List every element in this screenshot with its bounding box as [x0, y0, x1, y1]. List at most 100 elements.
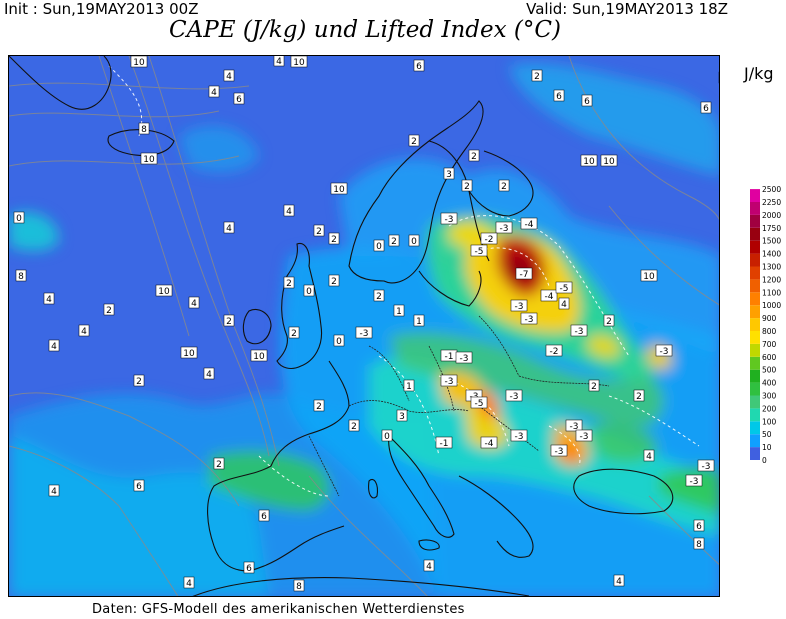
svg-text:2: 2 — [331, 277, 337, 287]
svg-text:-3: -3 — [580, 432, 589, 442]
svg-text:10: 10 — [133, 58, 145, 68]
legend-color-box — [750, 214, 760, 228]
lifted-index-label: -3 — [510, 429, 528, 442]
lifted-index-label: -1 — [440, 349, 458, 362]
lifted-index-label: 2 — [213, 457, 225, 470]
svg-text:10: 10 — [643, 272, 655, 282]
legend-level-label: 50 — [762, 430, 772, 439]
lifted-index-label: 4 — [48, 339, 60, 352]
lifted-index-label: 2 — [288, 326, 300, 339]
lifted-index-label: 2 — [498, 179, 510, 192]
lifted-index-label: -3 — [495, 221, 513, 234]
lifted-index-label: 4 — [643, 449, 655, 462]
legend-level-label: 600 — [762, 353, 777, 362]
lifted-index-label: 8 — [293, 579, 305, 592]
svg-text:-4: -4 — [485, 439, 494, 449]
legend-color-box — [750, 382, 760, 396]
svg-text:-3: -3 — [360, 329, 369, 339]
svg-text:0: 0 — [306, 287, 312, 297]
svg-text:-1: -1 — [440, 439, 449, 449]
lifted-index-labels: 1010101010101010101064862266644223224422… — [13, 56, 719, 592]
lifted-index-label: -3 — [570, 324, 588, 337]
svg-text:-3: -3 — [555, 447, 564, 457]
legend-color-box — [750, 227, 760, 241]
svg-text:10: 10 — [143, 155, 155, 165]
lifted-index-label: 10 — [140, 152, 158, 165]
lifted-index-label: -7 — [515, 267, 533, 280]
svg-text:4: 4 — [51, 342, 57, 352]
svg-text:10: 10 — [293, 58, 305, 68]
svg-text:4: 4 — [46, 295, 52, 305]
lifted-index-label: 6 — [700, 101, 712, 114]
svg-text:2: 2 — [286, 279, 292, 289]
lifted-index-label: 2 — [588, 379, 600, 392]
legend-color-box — [750, 421, 760, 435]
lifted-index-label: -1 — [435, 436, 453, 449]
legend-level-label: 300 — [762, 392, 777, 401]
legend-level-label: 800 — [762, 327, 777, 336]
legend-level-label: 200 — [762, 404, 777, 413]
lifted-index-label: 4 — [223, 221, 235, 234]
lifted-index-label: 4 — [48, 484, 60, 497]
lifted-index-label: 2 — [223, 314, 235, 327]
legend-color-box — [750, 189, 760, 202]
legend-level-label: 400 — [762, 379, 777, 388]
svg-text:10: 10 — [603, 157, 615, 167]
lifted-index-label: 4 — [203, 367, 215, 380]
legend-color-box — [750, 202, 760, 215]
lifted-index-label: 10 — [580, 154, 598, 167]
svg-text:2: 2 — [316, 402, 322, 412]
svg-text:-1: -1 — [445, 352, 454, 362]
lifted-index-label: 4 — [273, 56, 285, 67]
lifted-index-label: 1 — [403, 379, 415, 392]
svg-text:6: 6 — [246, 564, 252, 574]
svg-text:4: 4 — [191, 299, 197, 309]
legend-level-label: 10 — [762, 443, 772, 452]
svg-text:2: 2 — [411, 137, 417, 147]
svg-text:1: 1 — [396, 307, 402, 317]
svg-text:-3: -3 — [660, 347, 669, 357]
legend-level-label: 500 — [762, 366, 777, 375]
legend-level-label: 1750 — [762, 224, 781, 233]
svg-text:2: 2 — [391, 237, 397, 247]
svg-text:2: 2 — [226, 317, 232, 327]
svg-text:-5: -5 — [560, 284, 569, 294]
color-legend: 0 10 50 100 200 300 400 500 600 700 800 900 1000 1100… — [750, 185, 781, 465]
svg-text:8: 8 — [18, 272, 24, 282]
lifted-index-label: -3 — [355, 326, 373, 339]
svg-text:8: 8 — [141, 125, 147, 135]
svg-text:0: 0 — [16, 214, 22, 224]
lifted-index-label: 2 — [388, 234, 400, 247]
init-time: Init : Sun,19MAY2013 00Z — [4, 0, 199, 18]
svg-text:-4: -4 — [525, 220, 534, 230]
coastlines — [9, 56, 674, 596]
svg-text:6: 6 — [416, 62, 422, 72]
lifted-index-label: -3 — [455, 351, 473, 364]
svg-text:4: 4 — [186, 579, 192, 589]
lifted-index-label: 6 — [233, 92, 245, 105]
weather-map: 1010101010101010101064862266644223224422… — [8, 55, 720, 597]
svg-text:2: 2 — [376, 292, 382, 302]
lifted-index-label: 4 — [613, 574, 625, 587]
legend-level-label: 2500 — [762, 185, 781, 194]
svg-text:-3: -3 — [460, 354, 469, 364]
svg-text:4: 4 — [426, 562, 432, 572]
svg-text:10: 10 — [583, 157, 595, 167]
svg-text:2: 2 — [136, 377, 142, 387]
legend-level-label: 100 — [762, 417, 777, 426]
lifted-index-label: -3 — [697, 459, 715, 472]
svg-text:8: 8 — [296, 582, 302, 592]
svg-text:-5: -5 — [475, 399, 484, 409]
svg-text:10: 10 — [333, 185, 345, 195]
legend-level-label: 700 — [762, 340, 777, 349]
lifted-index-label: -3 — [510, 299, 528, 312]
svg-text:2: 2 — [291, 329, 297, 339]
svg-text:2: 2 — [534, 72, 540, 82]
lifted-index-label: 2 — [348, 419, 360, 432]
svg-text:4: 4 — [226, 72, 232, 82]
lifted-index-label: 10 — [250, 349, 268, 362]
svg-text:4: 4 — [81, 327, 87, 337]
lifted-index-label: 1 — [413, 314, 425, 327]
lifted-index-label: -3 — [440, 212, 458, 225]
svg-text:-3: -3 — [500, 224, 509, 234]
